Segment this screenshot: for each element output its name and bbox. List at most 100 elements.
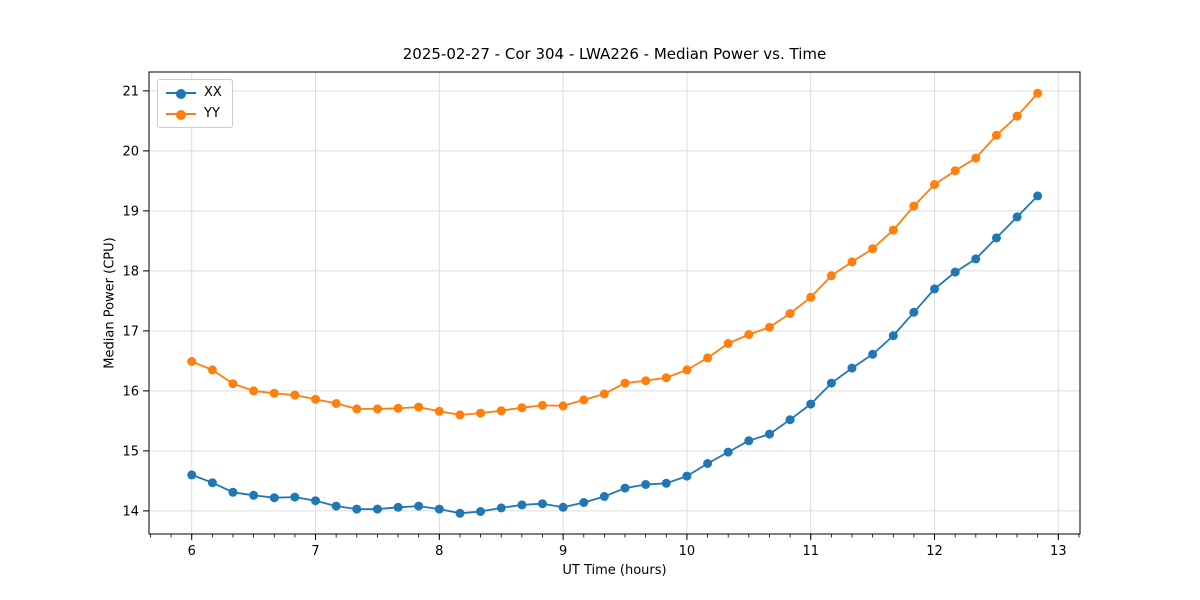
legend-marker-icon xyxy=(176,110,186,120)
series-xx-point xyxy=(331,501,341,511)
series-xx-point xyxy=(455,508,465,518)
series-xx-point xyxy=(620,483,630,493)
series-xx-point xyxy=(537,499,547,509)
y-tick-label: 16 xyxy=(122,384,139,399)
series-xx-point xyxy=(806,399,816,409)
plot-border xyxy=(148,71,1081,535)
series-yy-point xyxy=(868,244,878,254)
series-yy-point xyxy=(847,257,857,267)
series-xx-point xyxy=(599,492,609,501)
series-xx-point xyxy=(290,492,300,502)
series-yy-point xyxy=(826,271,836,281)
series-yy-point xyxy=(971,153,981,163)
series-xx-point xyxy=(991,233,1001,243)
series-yy-point xyxy=(682,365,692,375)
legend: XX YY xyxy=(157,79,233,128)
x-axis-label: UT Time (hours) xyxy=(562,563,667,578)
y-tick-label: 17 xyxy=(122,324,139,339)
series-xx-point xyxy=(930,284,940,294)
series-yy-point xyxy=(599,389,609,399)
series-xx-point xyxy=(187,470,197,480)
series-yy-point xyxy=(311,394,321,404)
series-xx-point xyxy=(249,490,259,500)
series-yy-point xyxy=(661,373,671,383)
legend-item-yy: YY xyxy=(166,106,222,122)
series-xx-point xyxy=(888,331,898,341)
series-yy-point xyxy=(579,395,589,405)
series-yy-point xyxy=(930,180,940,189)
x-tick-label: 8 xyxy=(435,544,443,559)
series-yy-point xyxy=(765,322,775,332)
series-yy-point xyxy=(703,353,713,363)
series-yy-point xyxy=(806,292,816,302)
y-tick-label: 19 xyxy=(122,204,139,219)
series-xx-point xyxy=(785,415,795,425)
series-xx-point xyxy=(496,503,506,513)
y-tick-label: 21 xyxy=(122,84,139,99)
series-yy-point xyxy=(290,390,300,400)
series-xx-point xyxy=(393,502,403,512)
series-xx-point xyxy=(414,501,424,511)
series-yy-point xyxy=(723,339,733,348)
series-yy-point xyxy=(785,309,795,318)
series-yy-point xyxy=(207,365,217,375)
series-yy-point xyxy=(744,330,754,339)
series-xx-point xyxy=(517,500,527,510)
series-xx-point xyxy=(847,363,857,373)
series-xx-point xyxy=(372,504,382,514)
series-xx-point xyxy=(1033,191,1043,201)
y-axis-label: Median Power (CPU) xyxy=(102,237,118,369)
series-xx-line xyxy=(190,194,1039,515)
legend-label-xx: XX xyxy=(204,85,222,100)
series-yy-point xyxy=(517,403,527,413)
chart-title: 2025-02-27 - Cor 304 - LWA226 - Median P… xyxy=(402,45,827,63)
series-xx-point xyxy=(971,254,981,264)
series-xx-point xyxy=(207,478,217,488)
x-tick-label: 7 xyxy=(311,544,319,559)
x-tick-label: 13 xyxy=(1050,544,1067,559)
series-xx-point xyxy=(661,478,671,488)
series-xx-point xyxy=(1012,212,1022,222)
y-tick-label: 15 xyxy=(122,444,139,459)
x-tick-label: 12 xyxy=(926,544,943,559)
series-xx-point xyxy=(723,447,733,457)
y-tick-label: 20 xyxy=(122,144,139,159)
series-xx-point xyxy=(352,504,362,514)
series-yy-point xyxy=(372,404,382,414)
series-yy-point xyxy=(620,378,630,388)
legend-line-sample-xx xyxy=(166,89,196,99)
legend-line-sample-yy xyxy=(166,110,196,120)
series-yy-point xyxy=(888,225,898,235)
series-yy-point xyxy=(228,379,238,389)
x-tick-label: 10 xyxy=(679,544,696,559)
series-xx-point xyxy=(228,487,238,497)
legend-label-yy: YY xyxy=(204,106,220,121)
series-xx-point xyxy=(868,349,878,359)
series-xx-point xyxy=(579,498,589,507)
series-xx-point xyxy=(269,493,279,503)
series-yy-point xyxy=(269,388,279,398)
series-xx-point xyxy=(909,307,919,317)
series-yy-point xyxy=(1012,111,1022,121)
series-yy-point xyxy=(434,406,444,416)
series-xx-point xyxy=(476,507,486,516)
series-xx-point xyxy=(434,504,444,514)
y-tick-label: 18 xyxy=(122,264,139,279)
series-yy-point xyxy=(950,166,960,176)
series-yy-point xyxy=(331,399,341,408)
x-tick-label: 6 xyxy=(188,544,196,559)
series-yy-point xyxy=(909,201,919,211)
series-xx-point xyxy=(744,436,754,446)
series-yy-point xyxy=(641,376,651,386)
legend-item-xx: XX xyxy=(166,85,222,101)
series-xx-point xyxy=(311,496,321,506)
series-yy-point xyxy=(476,408,486,418)
series-yy-line xyxy=(190,92,1039,416)
series-xx-point xyxy=(765,429,775,439)
series-xx-point xyxy=(641,480,651,489)
series-yy-point xyxy=(455,410,465,420)
series-xx-point xyxy=(558,502,568,512)
series-yy-point xyxy=(1033,88,1043,98)
series-xx-point xyxy=(950,267,960,277)
